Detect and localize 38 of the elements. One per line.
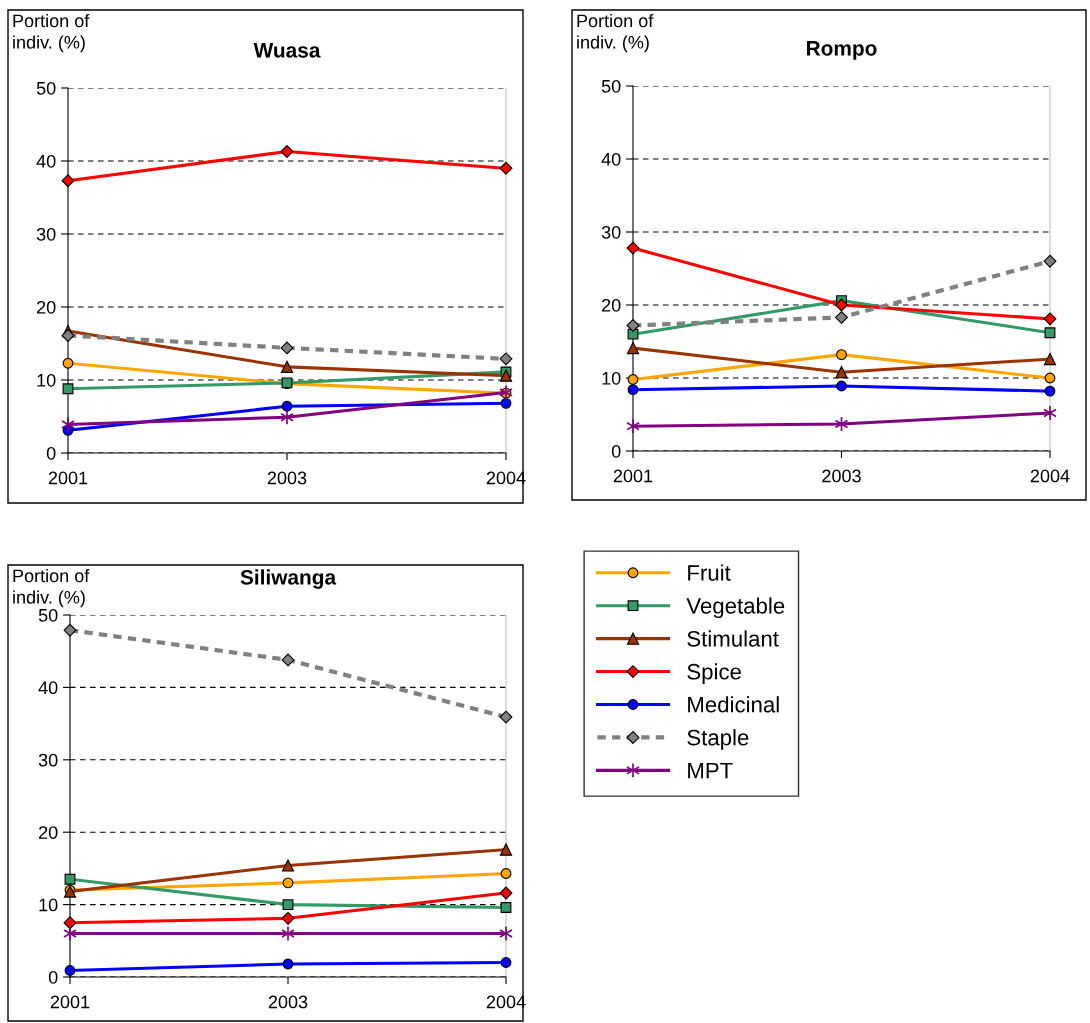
y-tick-label: 20 [39,826,58,839]
legend-label: Spice [687,663,741,684]
chart-title: Rompo [807,41,877,60]
y-axis-title: Portion of indiv. (%) [13,14,90,53]
y-tick-label: 50 [601,79,621,93]
legend-label: Staple [687,729,749,750]
y-tick-label: 20 [602,298,621,312]
legend-label: Medicinal [688,696,779,713]
y-axis-title: Portion of indiv. (%) [13,569,90,608]
y-tick-label: 30 [38,753,58,767]
chart-title: Siliwanga [240,569,337,589]
legend-label: Stimulant [687,630,779,647]
y-tick-label: 10 [37,373,56,387]
y-tick-label: 0 [611,444,621,458]
legend-label: Fruit [688,564,731,581]
y-tick-label: 50 [36,81,56,95]
x-tick-label: 2003 [268,995,308,1009]
y-tick-label: 10 [39,898,58,912]
y-tick-label: 30 [601,225,621,239]
y-tick-label: 50 [38,608,58,622]
legend-label: MPT [688,762,733,779]
x-tick-label: 2001 [50,995,90,1009]
chart-title: Wuasa [253,43,321,58]
y-tick-label: 10 [602,371,621,385]
x-tick-label: 2001 [613,469,653,483]
x-tick-label: 2003 [267,471,307,485]
y-tick-label: 40 [601,152,621,166]
y-tick-label: 0 [46,446,56,460]
y-axis-title: Portion of indiv. (%) [577,14,654,53]
x-tick-label: 2003 [822,469,861,483]
y-tick-label: 30 [36,227,56,241]
y-tick-label: 20 [37,300,56,314]
x-tick-label: 2004 [1030,469,1070,483]
legend-label: Vegetable [686,597,785,619]
x-tick-label: 2001 [48,471,88,485]
y-tick-label: 40 [38,681,58,695]
y-tick-label: 0 [48,970,58,984]
y-tick-label: 40 [36,154,56,168]
